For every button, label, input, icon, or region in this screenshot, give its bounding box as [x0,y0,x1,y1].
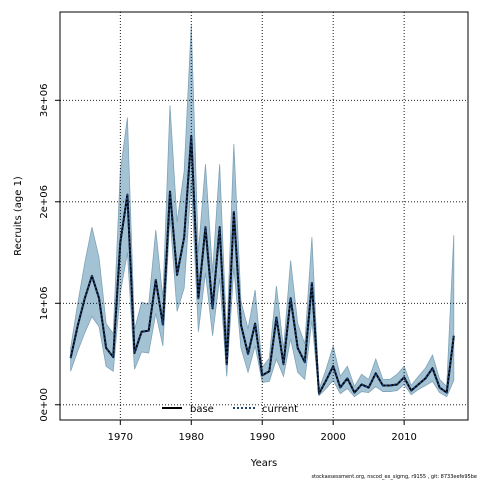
confidence-band [70,25,455,398]
y-tick-label: 2e+06 [39,185,50,219]
x-tick-label: 1990 [249,432,274,443]
grid-layer [60,12,468,420]
x-tick-label: 2010 [391,432,416,443]
x-tick-label: 2000 [320,432,345,443]
legend-label-current: current [262,404,298,415]
tick-layer: 1970 1980 1990 2000 2010 0e+00 1e+06 2e+06 3e+06 [39,83,417,443]
series-layer [69,134,455,395]
series-line-current [69,134,455,395]
legend-label-base: base [190,404,214,415]
confidence-band-layer [70,25,455,398]
plot-frame [59,11,469,421]
y-tick-label: 3e+06 [39,83,50,117]
footer-caption: stockassessment.org, nscod_ex_sigmg, r91… [311,474,477,480]
x-axis-title: Years [250,458,277,469]
y-tick-label: 0e+00 [39,388,50,422]
legend: base current [162,404,298,415]
x-tick-label: 1970 [108,432,133,443]
y-axis-title: Recruits (age 1) [13,176,24,256]
y-tick-label: 1e+06 [39,286,50,320]
x-tick-label: 1980 [179,432,204,443]
